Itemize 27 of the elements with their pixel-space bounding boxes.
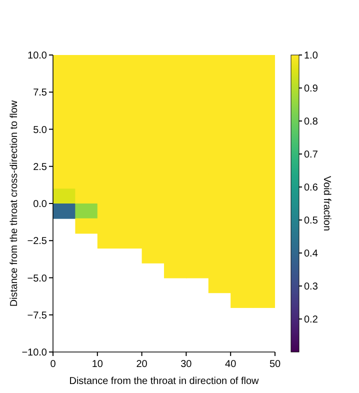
color-bar-label: 0.8: [304, 116, 318, 128]
color-bar-title: Void fraction: [321, 176, 332, 232]
y-tick-label: 2.5: [33, 162, 48, 173]
x-tick-label: 10: [92, 359, 104, 370]
color-bar-label: 0.5: [304, 216, 318, 226]
color-bar-label: 0.9: [304, 84, 318, 94]
x-tick-label: 30: [180, 359, 192, 370]
color-bar-label: 0.4: [304, 248, 318, 260]
y-tick-label: 7.5: [33, 88, 48, 99]
x-tick-label: 0: [50, 359, 56, 370]
y-tick-label: 0.0: [33, 199, 48, 210]
y-tick-label: −7.5: [27, 310, 48, 322]
x-tick-label: 20: [136, 359, 148, 370]
y-tick-label: −5.0: [27, 273, 48, 284]
y-tick-label: 10.0: [28, 50, 48, 62]
y-tick-label: −10.0: [22, 348, 48, 358]
y-tick-label: 5.0: [33, 124, 48, 136]
color-bar-label: 0.3: [304, 282, 318, 292]
x-tick-label: 50: [269, 359, 281, 370]
x-axis-title: Distance from the throat in direction of flow: [69, 376, 260, 387]
color-bar-label: 0.6: [304, 182, 318, 194]
y-axis-title: Distance from the throat cross-direction to flow: [9, 100, 20, 307]
y-tick-label: −2.5: [27, 236, 48, 248]
color-bar-label: 0.2: [304, 314, 318, 326]
color-bar-label: 0.7: [304, 150, 318, 160]
x-tick-label: 40: [225, 359, 237, 370]
color-bar-label: 1.0: [304, 50, 318, 62]
